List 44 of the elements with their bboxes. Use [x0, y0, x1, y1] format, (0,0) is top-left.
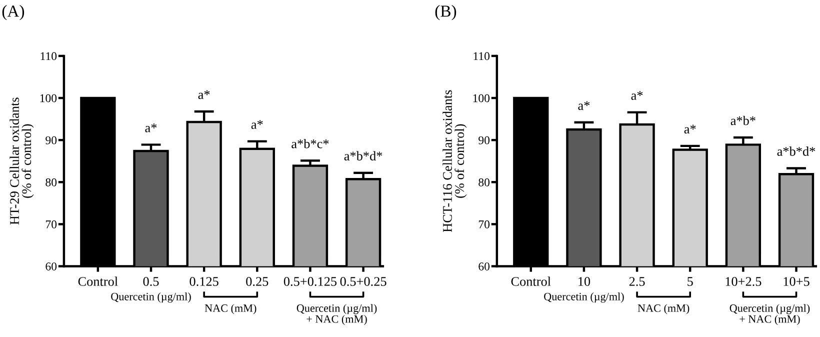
y-axis-title: HT-29 Cellular oxidants (% of control) — [10, 98, 34, 225]
x-tick-label: 0.5 — [143, 277, 159, 286]
y-tick-label: 70 — [46, 220, 57, 228]
annotation: a*b*d* — [777, 146, 816, 156]
y-tick-label: 100 — [473, 94, 490, 102]
x-tick-label: 0.5+0.125 — [284, 277, 337, 286]
y-tick-label: 60 — [46, 262, 57, 270]
y-tick-label: 110 — [474, 52, 490, 60]
y-tick-label: 80 — [478, 178, 490, 186]
annotation: a* — [145, 124, 157, 132]
text: Quercetin (µg/ml) + NAC (mM) — [730, 304, 810, 326]
y-tick-label: 90 — [478, 136, 490, 144]
x-tick-label: 2.5 — [629, 277, 645, 286]
y-tick-label: 60 — [478, 262, 490, 270]
annotation: a* — [631, 91, 643, 100]
x-tick-label: Control — [78, 276, 118, 286]
x-tick-label: 0.125 — [190, 277, 218, 286]
text: Quercetin (µg/ml) — [544, 292, 624, 303]
y-tick-label: 80 — [46, 178, 57, 186]
text: NAC (mM) — [204, 304, 256, 314]
x-tick-label: 10+2.5 — [726, 277, 762, 286]
x-tick-label: 0.25 — [246, 277, 268, 286]
x-tick-label: 5 — [688, 277, 693, 286]
annotation: a* — [251, 120, 263, 129]
y-tick-label: 70 — [478, 220, 490, 228]
annotation: a*b*c* — [292, 138, 329, 148]
text: NAC (mM) — [638, 304, 690, 314]
chart-title: (A) — [2, 5, 24, 20]
x-tick-label: 10+5 — [784, 277, 810, 286]
annotation: a*b* — [730, 116, 756, 126]
y-tick-label: 100 — [40, 94, 57, 102]
annotation: a* — [198, 90, 210, 100]
x-tick-label: Control — [511, 276, 551, 286]
y-axis-title: HCT-116 Cellular oxidants (% of control) — [442, 90, 467, 232]
y-tick-label: 90 — [46, 136, 57, 144]
annotation: a* — [684, 124, 696, 134]
x-tick-label: 0.5+0.25 — [340, 277, 386, 286]
annotation: a*b*d* — [344, 151, 382, 160]
x-tick-label: 10 — [578, 277, 590, 286]
y-tick-label: 110 — [40, 52, 57, 60]
annotation: a* — [578, 101, 590, 110]
text: Quercetin (µg/ml) — [111, 292, 191, 303]
text: Quercetin (µg/ml) + NAC (mM) — [296, 304, 377, 326]
chart-title: (B) — [435, 5, 456, 20]
